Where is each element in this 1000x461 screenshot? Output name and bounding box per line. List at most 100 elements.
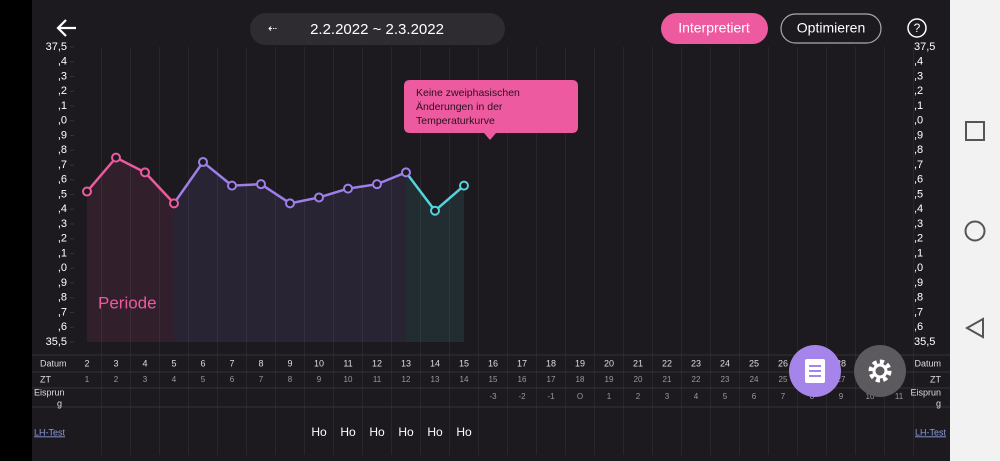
- cycle-day: 8: [288, 375, 293, 384]
- y2-tick-label: ,5: [914, 188, 923, 200]
- point: [169, 198, 179, 209]
- annotation-box: [404, 80, 578, 140]
- date-label: 4: [142, 358, 147, 368]
- y2-tick-label: ,0: [914, 115, 923, 127]
- cycle-day: 20: [634, 375, 643, 384]
- date-label: 6: [200, 358, 205, 368]
- settings-button[interactable]: [854, 345, 906, 397]
- area: [319, 188, 348, 342]
- ovulation-day: 3: [665, 392, 670, 401]
- y2-tick-label: ,7: [914, 306, 923, 318]
- lh-link[interactable]: LH-Test: [34, 427, 66, 437]
- y-tick-label: ,1: [58, 100, 67, 112]
- area: [116, 157, 145, 342]
- cycle-day: 3: [143, 375, 148, 384]
- date-label: 28: [836, 358, 846, 368]
- date-label: 11: [343, 358, 352, 368]
- lh-result: Ho: [340, 425, 356, 439]
- nav-back[interactable]: [964, 317, 984, 339]
- row-label: g: [936, 398, 941, 408]
- line-segment: [144, 171, 175, 205]
- date-label: 23: [691, 358, 701, 368]
- cycle-day: 1: [85, 375, 90, 384]
- point: [111, 152, 121, 163]
- cycle-day: 9: [317, 375, 322, 384]
- row-label: Eisprun: [910, 387, 941, 397]
- row-label: g: [57, 398, 62, 408]
- y-tick-label: ,9: [58, 129, 67, 141]
- optimize-button[interactable]: [780, 13, 882, 44]
- row-label: Datum: [914, 358, 941, 368]
- date-pill[interactable]: [250, 13, 505, 45]
- interpret-button[interactable]: [661, 13, 768, 44]
- point: [343, 183, 353, 194]
- ovulation-day: O: [577, 392, 583, 401]
- y2-tick-label: ,3: [914, 218, 923, 230]
- cycle-day: 18: [576, 375, 585, 384]
- y-tick-label: ,4: [58, 56, 67, 68]
- ovulation-day: 6: [752, 392, 757, 401]
- point: [372, 179, 382, 190]
- area: [87, 157, 116, 342]
- y2-tick-label: ,1: [914, 100, 923, 112]
- cycle-day: 4: [172, 375, 177, 384]
- nav-recent[interactable]: [965, 121, 985, 141]
- line-segment: [86, 156, 117, 193]
- y2-tick-label: ,8: [914, 144, 923, 156]
- help-button[interactable]: [907, 18, 927, 38]
- ovulation-day: -1: [547, 392, 555, 401]
- line-segment: [405, 171, 436, 212]
- point: [256, 179, 266, 190]
- annotation-line: Änderungen in der: [416, 101, 503, 113]
- date-label: 3: [113, 358, 118, 368]
- y-tick-label: ,3: [58, 218, 67, 230]
- period-label: Periode: [98, 293, 157, 312]
- date-label: 13: [401, 358, 411, 368]
- point: [140, 167, 150, 178]
- y-tick-label: ,2: [58, 85, 67, 97]
- lh-result: Ho: [398, 425, 414, 439]
- nav-home[interactable]: [964, 220, 986, 242]
- y-tick-label: ,7: [58, 159, 67, 171]
- y2-tick-label: ,6: [914, 174, 923, 186]
- cycle-day: 17: [547, 375, 556, 384]
- y2-tick-label: ,9: [914, 277, 923, 289]
- date-label: 2: [84, 358, 89, 368]
- date-label: 25: [749, 358, 759, 368]
- date-label: 24: [720, 358, 730, 368]
- cycle-day: 23: [721, 375, 730, 384]
- date-label: 20: [604, 358, 614, 368]
- y-tick-label: 35,5: [46, 336, 67, 348]
- area: [145, 172, 174, 342]
- y2-tick-label: ,6: [914, 321, 923, 333]
- cycle-day: 6: [230, 375, 235, 384]
- ovulation-day: 10: [866, 392, 875, 401]
- date-label: 12: [372, 358, 382, 368]
- annotation-line: Keine zweiphasischen: [416, 87, 520, 99]
- ovulation-day: 9: [839, 392, 844, 401]
- date-label: 14: [430, 358, 440, 368]
- lh-link[interactable]: LH-Test: [915, 427, 947, 437]
- date-label: 21: [633, 358, 643, 368]
- date-label: 17: [517, 358, 527, 368]
- area: [203, 162, 232, 342]
- back-arrow[interactable]: [56, 19, 76, 37]
- row-label: Datum: [40, 358, 67, 368]
- area: [377, 172, 406, 342]
- y2-tick-label: ,0: [914, 262, 923, 274]
- y2-tick-label: ,4: [914, 56, 923, 68]
- plot: 37,5 37,5 ,4 ,4 ,3 ,3 ,2 ,2 ,1 ,1 ,0 ,0 ,9 ,9 ,8 ,8 ,7 ,7…: [46, 41, 936, 348]
- point: [227, 180, 237, 191]
- cycle-day: 15: [489, 375, 498, 384]
- cycle-day: 16: [518, 375, 527, 384]
- cycle-day: 2: [114, 375, 119, 384]
- lh-result: Ho: [427, 425, 443, 439]
- cycle-day: 22: [692, 375, 701, 384]
- row-label: Eisprun: [34, 387, 65, 397]
- date-label: 10: [314, 358, 324, 368]
- y2-tick-label: ,2: [914, 233, 923, 245]
- ovulation-day: 1: [607, 392, 612, 401]
- point: [459, 180, 469, 191]
